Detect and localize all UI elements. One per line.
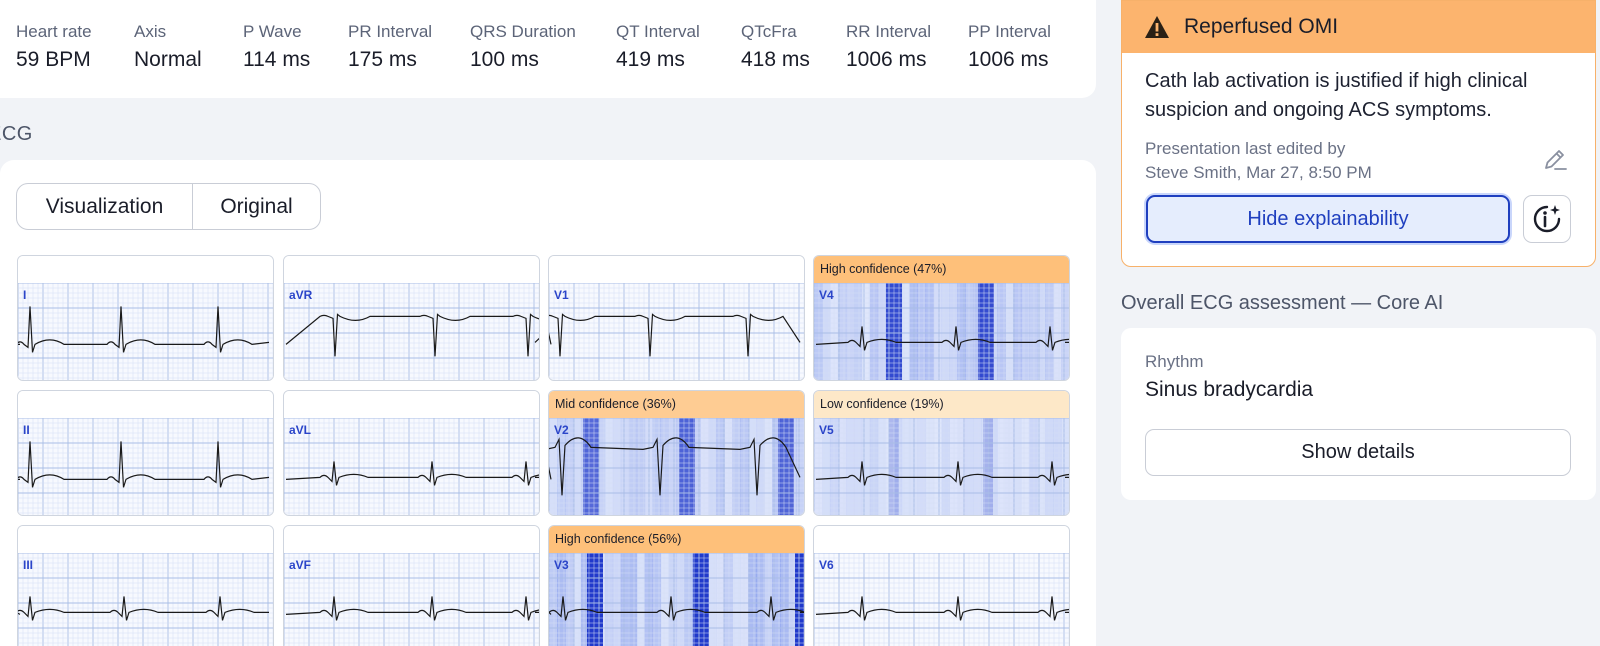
pencil-icon[interactable] (1542, 147, 1568, 173)
confidence-header (814, 526, 1069, 553)
measure-value: 114 ms (243, 48, 311, 71)
lead-name: V1 (554, 288, 569, 302)
confidence-header (18, 256, 273, 283)
lead-card-v2: Mid confidence (36%) V2 (548, 390, 805, 516)
hide-explainability-button[interactable]: Hide explainability (1146, 195, 1510, 243)
confidence-header (284, 256, 539, 283)
alert-body: Cath lab activation is justified if high… (1145, 70, 1528, 121)
lead-name: V4 (819, 288, 834, 302)
measure-qrs-duration: QRS Duration 100 ms (470, 22, 576, 72)
ecg-trace (549, 418, 804, 515)
lead-name: V5 (819, 423, 834, 437)
assessment-title: Overall ECG assessment — Core AI (1121, 292, 1444, 314)
confidence-header (284, 391, 539, 418)
view-toggle: Visualization Original (16, 183, 321, 230)
lead-name: V3 (554, 558, 569, 572)
ecg-trace (284, 283, 539, 380)
ecg-trace (18, 418, 273, 515)
confidence-header (18, 526, 273, 553)
measure-value: 419 ms (616, 48, 685, 71)
ecg-trace (18, 283, 273, 380)
ai-info-icon (1533, 205, 1561, 233)
measure-label: PR Interval (348, 22, 433, 41)
measure-label: RR Interval (846, 22, 932, 41)
last-edited-info: Presentation last edited by Steve Smith,… (1145, 137, 1372, 185)
confidence-header (549, 256, 804, 283)
lead-name: aVL (289, 423, 312, 437)
lead-card-ii: II (17, 390, 274, 516)
lead-card-v4: High confidence (47%) V4 (813, 255, 1070, 381)
measure-value: 1006 ms (968, 48, 1049, 71)
measure-value: 418 ms (741, 48, 810, 71)
lead-name: V2 (554, 423, 569, 437)
measure-label: P Wave (243, 22, 302, 41)
lead-name: aVF (289, 558, 312, 572)
measure-label: Heart rate (16, 22, 92, 41)
ecg-trace (549, 553, 804, 646)
ecg-trace (284, 418, 539, 515)
alert-header: Reperfused OMI (1122, 1, 1595, 53)
alert-title: Reperfused OMI (1184, 15, 1339, 38)
measure-value: 175 ms (348, 48, 417, 71)
lead-card-v1: V1 (548, 255, 805, 381)
ecg-trace (814, 283, 1069, 380)
measure-value: Normal (134, 48, 202, 71)
assessment-card: Rhythm Sinus bradycardia Show details (1121, 328, 1596, 500)
measure-p-wave: P Wave 114 ms (243, 22, 310, 72)
tab-original[interactable]: Original (192, 184, 320, 229)
measure-label: QT Interval (616, 22, 700, 41)
edited-line-1: Presentation last edited by (1145, 139, 1346, 158)
omi-alert-card: Reperfused OMI Cath lab activation is ju… (1121, 0, 1596, 267)
lead-card-iii: III (17, 525, 274, 646)
lead-card-i: I (17, 255, 274, 381)
rhythm-label: Rhythm (1145, 352, 1204, 371)
warning-icon (1145, 16, 1169, 38)
ecg-trace (814, 553, 1069, 646)
show-details-button[interactable]: Show details (1145, 429, 1571, 476)
measure-label: QRS Duration (470, 22, 576, 41)
measure-rr-interval: RR Interval 1006 ms (846, 22, 931, 72)
ecg-trace (814, 418, 1069, 515)
rhythm-value: Sinus bradycardia (1145, 378, 1314, 401)
measure-qt-interval: QT Interval 419 ms (616, 22, 700, 72)
tab-visualization[interactable]: Visualization (45, 194, 164, 218)
ecg-trace (549, 283, 804, 380)
lead-card-v6: V6 (813, 525, 1070, 646)
measure-pr-interval: PR Interval 175 ms (348, 22, 432, 72)
measure-pp-interval: PP Interval 1006 ms (968, 22, 1051, 72)
lead-card-avf: aVF (283, 525, 540, 646)
edited-line-2: Steve Smith, Mar 27, 8:50 PM (1145, 163, 1372, 182)
lead-name: III (23, 558, 34, 572)
confidence-header: Low confidence (19%) (814, 391, 1069, 418)
lead-name: aVR (289, 288, 313, 302)
measure-value: 59 BPM (16, 48, 91, 71)
confidence-header (18, 391, 273, 418)
ecg-section-title: ECG (0, 123, 33, 145)
lead-card-v3: High confidence (56%) V3 (548, 525, 805, 646)
measure-label: Axis (134, 22, 167, 41)
measure-label: PP Interval (968, 22, 1051, 41)
lead-name: V6 (819, 558, 834, 572)
measure-heart-rate: Heart rate 59 BPM (16, 22, 92, 72)
measure-value: 100 ms (470, 48, 539, 71)
ai-info-button[interactable] (1523, 195, 1571, 243)
measure-label: QTcFra (741, 22, 797, 41)
lead-name: I (23, 288, 27, 302)
confidence-header (284, 526, 539, 553)
lead-card-avl: aVL (283, 390, 540, 516)
ecg-trace (284, 553, 539, 646)
measure-axis: Axis Normal (134, 22, 202, 72)
measurements-card: Heart rate 59 BPM Axis Normal P Wave 114 ms… (0, 0, 1096, 98)
confidence-header: High confidence (47%) (814, 256, 1069, 283)
ecg-trace (18, 553, 273, 646)
lead-card-avr: aVR (283, 255, 540, 381)
confidence-header: High confidence (56%) (549, 526, 804, 553)
lead-name: II (23, 423, 30, 437)
lead-card-v5: Low confidence (19%) V5 (813, 390, 1070, 516)
measure-qtcfra: QTcFra 418 ms (741, 22, 810, 72)
confidence-header: Mid confidence (36%) (549, 391, 804, 418)
measure-value: 1006 ms (846, 48, 927, 71)
